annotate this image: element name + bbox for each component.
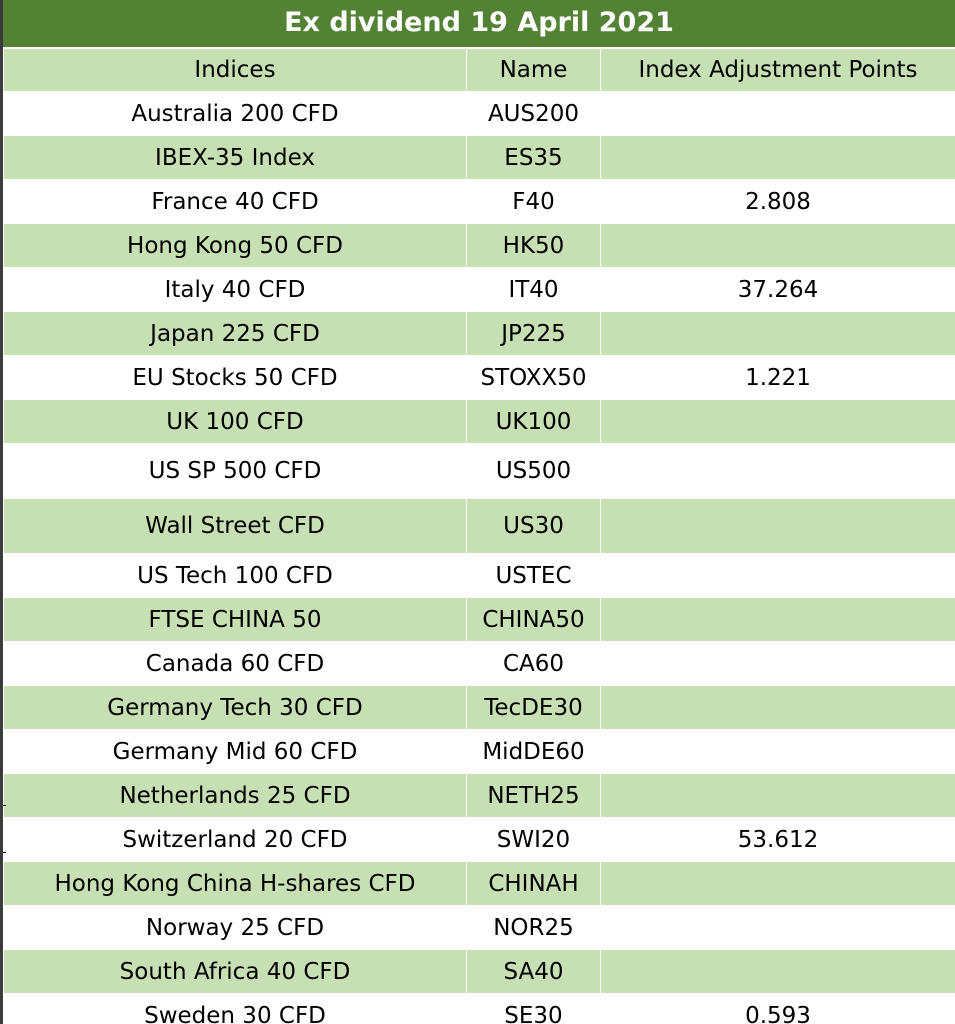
adjustment-points-cell xyxy=(600,729,955,774)
symbol-cell: IT40 xyxy=(466,267,601,312)
symbol-cell: NETH25 xyxy=(466,773,601,818)
index-cell: Norway 25 CFD xyxy=(3,905,467,950)
index-cell: Canada 60 CFD xyxy=(3,641,467,686)
adjustment-points-cell xyxy=(600,949,955,994)
header-indices: Indices xyxy=(3,48,467,92)
index-cell: France 40 CFD xyxy=(3,179,467,224)
adjustment-points-cell xyxy=(600,91,955,136)
symbol-cell: ES35 xyxy=(466,135,601,180)
table-row: IBEX-35 Index ES35 xyxy=(3,135,955,180)
symbol-cell: UK100 xyxy=(466,399,601,444)
symbol-cell: NOR25 xyxy=(466,905,601,950)
symbol-cell: STOXX50 xyxy=(466,355,601,400)
adjustment-points-cell xyxy=(600,597,955,642)
table-row: Canada 60 CFD CA60 xyxy=(3,641,955,686)
adjustment-points-cell xyxy=(600,553,955,598)
index-cell: EU Stocks 50 CFD xyxy=(3,355,467,400)
adjustment-points-cell: 1.221 xyxy=(600,355,955,400)
table-row: EU Stocks 50 CFD STOXX50 1.221 xyxy=(3,355,955,400)
index-cell: South Africa 40 CFD xyxy=(3,949,467,994)
symbol-cell: JP225 xyxy=(466,311,601,356)
symbol-cell: CHINAH xyxy=(466,861,601,906)
table-row: Switzerland 20 CFD SWI20 53.612 xyxy=(3,817,955,862)
adjustment-points-cell: 2.808 xyxy=(600,179,955,224)
table-row: US Tech 100 CFD USTEC xyxy=(3,553,955,598)
header-row: Indices Name Index Adjustment Points xyxy=(3,48,955,92)
table-row: Germany Mid 60 CFD MidDE60 xyxy=(3,729,955,774)
symbol-cell: SA40 xyxy=(466,949,601,994)
index-cell: FTSE CHINA 50 xyxy=(3,597,467,642)
adjustment-points-cell xyxy=(600,223,955,268)
symbol-cell: HK50 xyxy=(466,223,601,268)
adjustment-points-cell xyxy=(600,135,955,180)
symbol-cell: CHINA50 xyxy=(466,597,601,642)
index-cell: Hong Kong China H-shares CFD xyxy=(3,861,467,906)
adjustment-points-cell xyxy=(600,685,955,730)
table-row: Germany Tech 30 CFD TecDE30 xyxy=(3,685,955,730)
symbol-cell: TecDE30 xyxy=(466,685,601,730)
table-row: Hong Kong China H-shares CFD CHINAH xyxy=(3,861,955,906)
header-name: Name xyxy=(466,48,601,92)
table-row: Italy 40 CFD IT40 37.264 xyxy=(3,267,955,312)
table-row: Japan 225 CFD JP225 xyxy=(3,311,955,356)
symbol-cell: SE30 xyxy=(466,993,601,1024)
index-cell: US Tech 100 CFD xyxy=(3,553,467,598)
adjustment-points-cell xyxy=(600,773,955,818)
adjustment-points-cell xyxy=(600,399,955,444)
index-cell: US SP 500 CFD xyxy=(3,443,467,499)
index-cell: Netherlands 25 CFD xyxy=(3,773,467,818)
adjustment-points-cell xyxy=(600,443,955,499)
symbol-cell: US30 xyxy=(466,498,601,554)
index-cell: Australia 200 CFD xyxy=(3,91,467,136)
index-cell: Switzerland 20 CFD xyxy=(3,817,467,862)
index-cell: Hong Kong 50 CFD xyxy=(3,223,467,268)
table-row: France 40 CFD F40 2.808 xyxy=(3,179,955,224)
table-row: UK 100 CFD UK100 xyxy=(3,399,955,444)
table-row: Sweden 30 CFD SE30 0.593 xyxy=(3,993,955,1024)
adjustment-points-cell: 53.612 xyxy=(600,817,955,862)
table-row: Hong Kong 50 CFD HK50 xyxy=(3,223,955,268)
symbol-cell: USTEC xyxy=(466,553,601,598)
symbol-cell: AUS200 xyxy=(466,91,601,136)
table-title: Ex dividend 19 April 2021 xyxy=(3,0,955,48)
index-cell: Germany Mid 60 CFD xyxy=(3,729,467,774)
adjustment-points-cell: 37.264 xyxy=(600,267,955,312)
header-adjustment-points: Index Adjustment Points xyxy=(600,48,955,92)
dividend-table: Indices Name Index Adjustment Points Aus… xyxy=(3,48,955,1024)
table-row: Australia 200 CFD AUS200 xyxy=(3,91,955,136)
index-cell: Italy 40 CFD xyxy=(3,267,467,312)
symbol-cell: MidDE60 xyxy=(466,729,601,774)
index-cell: Germany Tech 30 CFD xyxy=(3,685,467,730)
index-cell: Japan 225 CFD xyxy=(3,311,467,356)
index-cell: UK 100 CFD xyxy=(3,399,467,444)
table-row: FTSE CHINA 50 CHINA50 xyxy=(3,597,955,642)
symbol-cell: CA60 xyxy=(466,641,601,686)
table-row: Wall Street CFD US30 xyxy=(3,498,955,554)
index-cell: IBEX-35 Index xyxy=(3,135,467,180)
adjustment-points-cell xyxy=(600,905,955,950)
cell-selection-marker xyxy=(3,805,6,853)
table-row: South Africa 40 CFD SA40 xyxy=(3,949,955,994)
symbol-cell: US500 xyxy=(466,443,601,499)
symbol-cell: SWI20 xyxy=(466,817,601,862)
symbol-cell: F40 xyxy=(466,179,601,224)
adjustment-points-cell xyxy=(600,311,955,356)
table-row: Netherlands 25 CFD NETH25 xyxy=(3,773,955,818)
adjustment-points-cell xyxy=(600,641,955,686)
table-body: Australia 200 CFD AUS200 IBEX-35 Index ES35… xyxy=(3,91,955,1024)
table-row: US SP 500 CFD US500 xyxy=(3,443,955,499)
table-row: Norway 25 CFD NOR25 xyxy=(3,905,955,950)
adjustment-points-cell xyxy=(600,861,955,906)
index-cell: Wall Street CFD xyxy=(3,498,467,554)
adjustment-points-cell xyxy=(600,498,955,554)
adjustment-points-cell: 0.593 xyxy=(600,993,955,1024)
index-cell: Sweden 30 CFD xyxy=(3,993,467,1024)
